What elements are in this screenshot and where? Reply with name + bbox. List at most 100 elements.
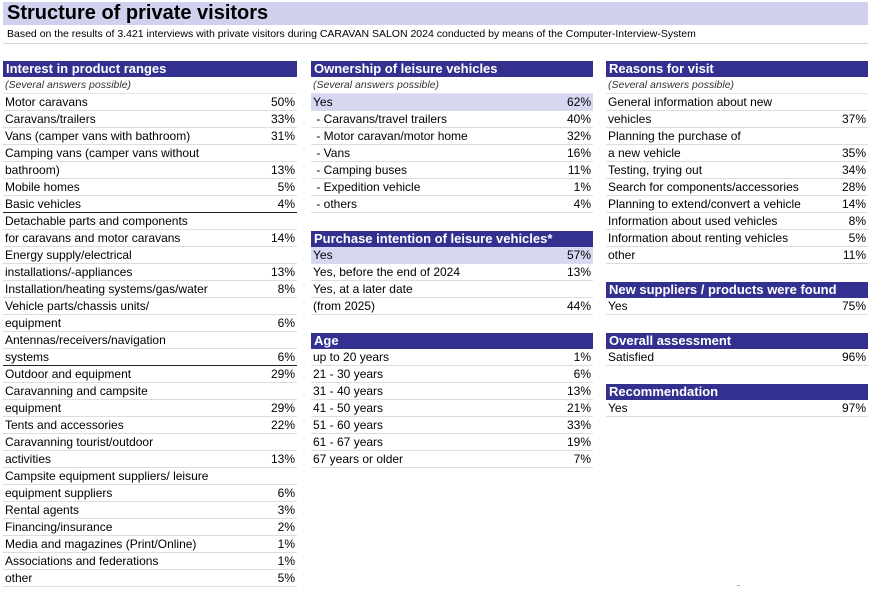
table-row: Media and magazines (Print/Online) 1%: [3, 536, 297, 553]
row-value: 97%: [841, 401, 866, 415]
table-row: Motor caravans 50%: [3, 94, 297, 111]
row-label: Media and magazines (Print/Online): [5, 537, 197, 551]
table-row: 67 years or older 7%: [311, 451, 593, 468]
row-value: 5%: [848, 231, 866, 245]
row-label: Motor caravans: [5, 95, 88, 109]
row-label: equipment: [5, 316, 62, 330]
table-row: - Camping buses 11%: [311, 162, 593, 179]
row-label: Yes: [608, 299, 628, 313]
row-value: 29%: [270, 401, 295, 415]
row-value: 14%: [270, 231, 295, 245]
row-label: activities: [5, 452, 52, 466]
row-value: 33%: [566, 418, 591, 432]
title-bar: Structure of private visitors: [3, 2, 868, 25]
row-label: (from 2025): [313, 299, 376, 313]
table-row: Energy supply/electrical: [3, 247, 297, 264]
row-value: 6%: [277, 486, 295, 500]
table-row: Planning to extend/convert a vehicle 14%: [606, 196, 868, 213]
table-row: equipment 29%: [3, 400, 297, 417]
row-label: for caravans and motor caravans: [5, 231, 181, 245]
row-label: other: [608, 248, 636, 262]
table-row: - Caravans/travel trailers 40%: [311, 111, 593, 128]
page-title: Structure of private visitors: [7, 2, 269, 24]
table-row: Basic vehicles 4%: [3, 196, 297, 213]
row-value: 40%: [566, 112, 591, 126]
row-label: Caravans/trailers: [5, 112, 96, 126]
row-value: 28%: [841, 180, 866, 194]
table-row: Yes, before the end of 2024 13%: [311, 264, 593, 281]
row-value: 6%: [277, 316, 295, 330]
row-label: Campsite equipment suppliers/ leisure: [5, 469, 209, 483]
row-label: Vehicle parts/chassis units/: [5, 299, 150, 313]
row-label: equipment suppliers: [5, 486, 113, 500]
row-value: 5%: [277, 571, 295, 585]
row-value: 37%: [841, 112, 866, 126]
table-row: Associations and federations 1%: [3, 553, 297, 570]
row-value: 2%: [277, 520, 295, 534]
row-label: a new vehicle: [608, 146, 681, 160]
table-row: Camping vans (camper vans without: [3, 145, 297, 162]
row-value: 31%: [270, 129, 295, 143]
table-row: - Vans 16%: [311, 145, 593, 162]
table-row: Yes 75%: [606, 298, 868, 315]
table-row: Outdoor and equipment 29%: [3, 366, 297, 383]
row-label: systems: [5, 350, 50, 364]
row-label: equipment: [5, 401, 62, 415]
table-row: vehicles 37%: [606, 111, 868, 128]
row-label: Installation/heating systems/gas/water: [5, 282, 208, 296]
row-label: - Vans: [313, 146, 351, 160]
table-row: 31 - 40 years 13%: [311, 383, 593, 400]
row-value: 29%: [270, 367, 295, 381]
section-note-interest: (Several answers possible): [3, 77, 297, 94]
row-label: General information about new: [608, 95, 773, 109]
row-label: Basic vehicles: [5, 197, 82, 211]
row-label: Information about renting vehicles: [608, 231, 789, 245]
row-label: Yes, at a later date: [313, 282, 413, 296]
row-value: 8%: [277, 282, 295, 296]
row-label: Tents and accessories: [5, 418, 124, 432]
table-row: - Motor caravan/motor home 32%: [311, 128, 593, 145]
row-value: 21%: [566, 401, 591, 415]
row-value: 13%: [270, 265, 295, 279]
row-label: 61 - 67 years: [313, 435, 384, 449]
table-row: Tents and accessories 22%: [3, 417, 297, 434]
table-row: 41 - 50 years 21%: [311, 400, 593, 417]
section-header-overall: Overall assessment: [606, 333, 868, 349]
row-label: Yes: [608, 401, 628, 415]
row-label: Detachable parts and components: [5, 214, 188, 228]
row-label: bathroom): [5, 163, 60, 177]
row-label: 51 - 60 years: [313, 418, 384, 432]
row-value: 1%: [277, 537, 295, 551]
row-value: 22%: [270, 418, 295, 432]
row-label: Antennas/receivers/navigation: [5, 333, 166, 347]
section-header-interest: Interest in product ranges: [3, 61, 297, 77]
row-label: up to 20 years: [313, 350, 390, 364]
table-row: equipment suppliers 6%: [3, 485, 297, 502]
row-value: 14%: [841, 197, 866, 211]
row-label: Associations and federations: [5, 554, 159, 568]
table-row: Antennas/receivers/navigation: [3, 332, 297, 349]
table-row: General information about new: [606, 94, 868, 111]
row-value: 8%: [848, 214, 866, 228]
row-value: 62%: [566, 95, 591, 109]
row-value: 13%: [566, 265, 591, 279]
row-value: 1%: [573, 350, 591, 364]
row-label: 31 - 40 years: [313, 384, 384, 398]
table-row: Information about used vehicles 8%: [606, 213, 868, 230]
row-value: 7%: [573, 452, 591, 466]
table-row: - Expedition vehicle 1%: [311, 179, 593, 196]
row-value: 13%: [270, 163, 295, 177]
row-label: Mobile homes: [5, 180, 80, 194]
table-row: Satisfied 96%: [606, 349, 868, 366]
table-row: 61 - 67 years 19%: [311, 434, 593, 451]
row-value: 6%: [573, 367, 591, 381]
row-value: 16%: [566, 146, 591, 160]
row-value: 35%: [841, 146, 866, 160]
table-row: installations/-appliances 13%: [3, 264, 297, 281]
row-label: 41 - 50 years: [313, 401, 384, 415]
row-label: Outdoor and equipment: [5, 367, 132, 381]
row-label: Energy supply/electrical: [5, 248, 132, 262]
section-header-ownership: Ownership of leisure vehicles: [311, 61, 593, 77]
row-label: Planning the purchase of: [608, 129, 741, 143]
row-label: 21 - 30 years: [313, 367, 384, 381]
